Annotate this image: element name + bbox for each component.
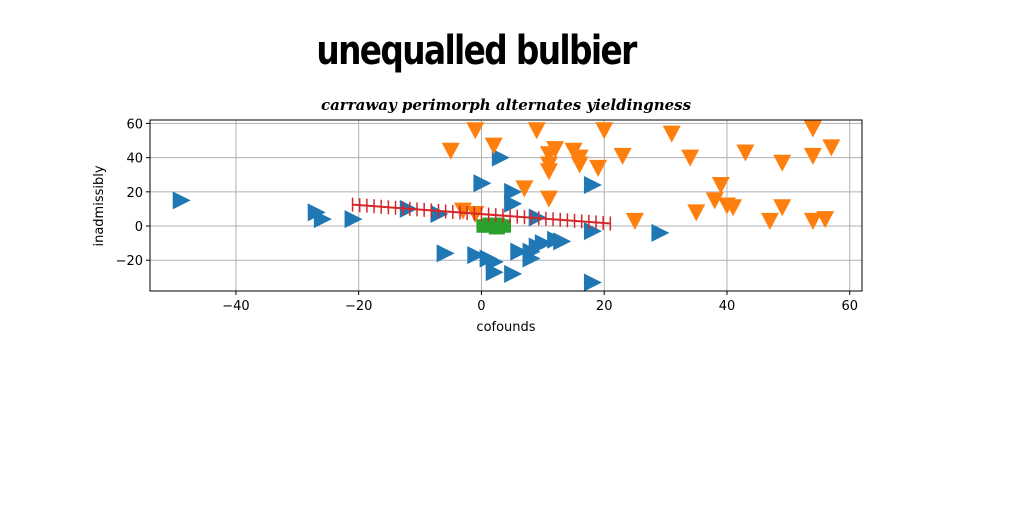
x-tick-label: 0 <box>477 299 485 314</box>
y-tick-label: 20 <box>126 186 143 201</box>
orange-triangle-point <box>484 137 503 155</box>
green-square-point <box>488 217 499 228</box>
orange-triangle-point <box>515 180 534 198</box>
orange-triangle-point <box>625 212 644 230</box>
y-axis-label: inadmissibly <box>92 165 107 246</box>
green-square-point <box>501 222 511 233</box>
orange-triangle-point <box>760 212 779 230</box>
blue-triangle-point <box>504 194 523 213</box>
orange-triangle-point <box>816 211 835 229</box>
marks-layer <box>172 120 841 292</box>
blue-triangle-point <box>313 210 332 229</box>
orange-triangle-point <box>803 212 822 230</box>
green-square-point <box>494 224 505 235</box>
green-square-point <box>482 217 493 228</box>
orange-triangle-point <box>570 156 589 174</box>
orange-triangle-point <box>662 125 681 143</box>
blue-triangle-point <box>583 222 602 241</box>
y-tick-label: −20 <box>116 254 143 269</box>
blue-triangle-point <box>485 263 504 282</box>
blue-triangle-point <box>172 191 191 210</box>
blue-triangle-point <box>430 205 449 224</box>
x-tick-label: 40 <box>719 299 736 314</box>
green-square-point <box>476 222 487 233</box>
orange-triangle-point <box>539 163 558 181</box>
blue-triangle-point <box>344 210 363 229</box>
x-tick-label: 60 <box>841 299 858 314</box>
orange-triangle-point <box>803 120 822 138</box>
orange-triangle-point <box>539 190 558 208</box>
blue-triangle-point <box>534 234 553 253</box>
x-tick-label: −40 <box>222 299 249 314</box>
orange-triangle-point <box>687 204 706 222</box>
y-tick-label: 0 <box>135 220 143 235</box>
x-axis-label: cofounds <box>476 320 535 335</box>
orange-triangle-point <box>613 147 632 165</box>
orange-triangle-point <box>527 122 546 140</box>
blue-triangle-point <box>467 246 486 265</box>
orange-triangle-point <box>724 199 743 217</box>
orange-triangle-point <box>681 149 700 167</box>
green-square-point <box>494 217 505 228</box>
ticks-layer: −40 −20 0 20 40 60 −20 0 20 40 60 <box>116 117 858 314</box>
blue-triangle-point <box>504 264 523 283</box>
blue-triangle-point <box>522 249 541 268</box>
orange-triangle-point <box>773 199 792 217</box>
green-square-point <box>482 222 493 233</box>
orange-triangle-point <box>803 147 822 165</box>
y-tick-label: 60 <box>126 117 143 132</box>
green-square-point <box>488 224 499 235</box>
orange-triangle-point <box>822 139 841 157</box>
orange-triangle-point <box>589 159 608 177</box>
page-title: unequalled bulbier <box>316 28 637 74</box>
plot-frame <box>149 119 863 292</box>
orange-triangle-point <box>773 154 792 172</box>
blue-triangle-point <box>510 242 529 261</box>
x-tick-label: 20 <box>596 299 613 314</box>
orange-triangle-point <box>595 122 614 140</box>
x-tick-label: −20 <box>345 299 372 314</box>
orange-triangle-point <box>711 176 730 194</box>
chart-subtitle: carraway perimorph alternates yieldingne… <box>321 96 692 114</box>
blue-triangle-point <box>436 244 455 263</box>
blue-triangle-point <box>491 148 510 167</box>
orange-triangle-point <box>546 141 565 159</box>
orange-triangle-point <box>705 192 724 210</box>
orange-triangle-point <box>441 142 460 160</box>
blue-triangle-point <box>553 232 572 251</box>
blue-triangle-point <box>504 182 523 201</box>
y-tick-label: 40 <box>126 152 143 167</box>
blue-triangle-point <box>473 174 492 193</box>
blue-triangle-point <box>583 175 602 194</box>
blue-triangle-point <box>583 273 602 292</box>
blue-triangle-point <box>651 223 670 242</box>
orange-triangle-point <box>466 122 485 140</box>
orange-triangle-point <box>736 144 755 162</box>
